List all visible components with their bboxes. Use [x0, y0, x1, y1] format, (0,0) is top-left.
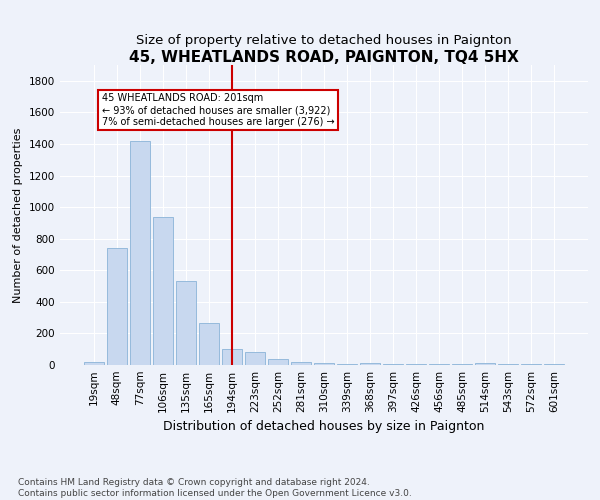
Bar — [176, 282, 196, 365]
Bar — [130, 141, 149, 365]
Bar — [199, 323, 218, 365]
Y-axis label: Number of detached properties: Number of detached properties — [13, 128, 23, 302]
Text: Size of property relative to detached houses in Paignton: Size of property relative to detached ho… — [136, 34, 512, 47]
Bar — [84, 362, 104, 365]
Bar — [430, 364, 449, 365]
Bar — [475, 362, 495, 365]
X-axis label: Distribution of detached houses by size in Paignton: Distribution of detached houses by size … — [163, 420, 485, 434]
Bar — [314, 362, 334, 365]
Text: 45 WHEATLANDS ROAD: 201sqm
← 93% of detached houses are smaller (3,922)
7% of se: 45 WHEATLANDS ROAD: 201sqm ← 93% of deta… — [102, 94, 334, 126]
Bar — [153, 216, 173, 365]
Bar — [291, 362, 311, 365]
Bar — [406, 364, 426, 365]
Bar — [360, 362, 380, 365]
Title: 45, WHEATLANDS ROAD, PAIGNTON, TQ4 5HX: 45, WHEATLANDS ROAD, PAIGNTON, TQ4 5HX — [129, 50, 519, 65]
Bar — [245, 352, 265, 365]
Bar — [337, 364, 357, 365]
Bar — [107, 248, 127, 365]
Bar — [521, 364, 541, 365]
Bar — [222, 349, 242, 365]
Bar — [383, 364, 403, 365]
Bar — [544, 364, 564, 365]
Bar — [268, 360, 288, 365]
Bar — [452, 364, 472, 365]
Text: Contains HM Land Registry data © Crown copyright and database right 2024.
Contai: Contains HM Land Registry data © Crown c… — [18, 478, 412, 498]
Bar — [499, 364, 518, 365]
